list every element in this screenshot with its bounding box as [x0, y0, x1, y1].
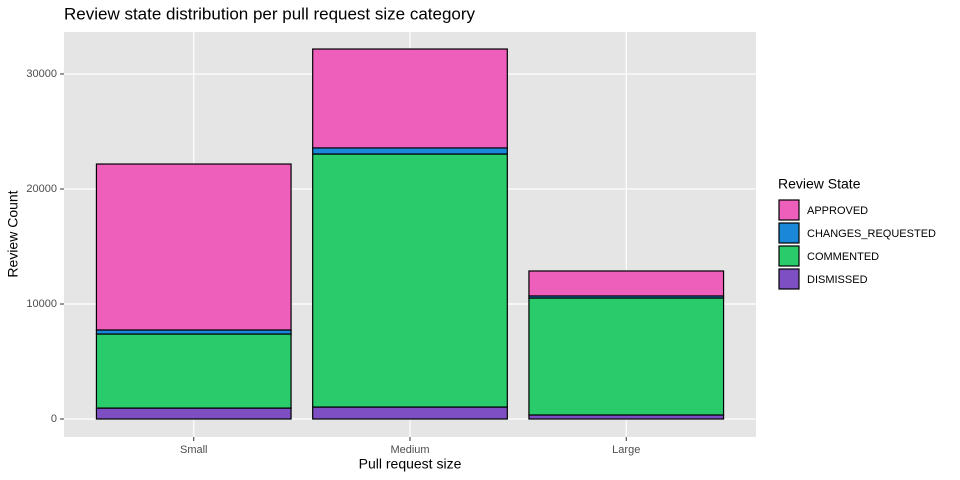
x-tick-label: Large: [612, 444, 640, 456]
legend-swatch: [778, 222, 800, 244]
bar-segment: [95, 333, 292, 409]
chart-title: Review state distribution per pull reque…: [64, 4, 476, 23]
x-axis-label: Pull request size: [359, 456, 462, 472]
legend-swatch: [778, 199, 800, 221]
bar-segment: [95, 163, 292, 331]
bar-segment: [95, 407, 292, 420]
y-axis-label: Review Count: [5, 190, 21, 277]
legend-swatch: [778, 245, 800, 267]
x-tick-label: Small: [180, 444, 208, 456]
bar-segment: [528, 297, 725, 416]
bar-segment: [528, 414, 725, 420]
y-tick-label: 10000: [26, 298, 57, 310]
legend-swatch: [778, 268, 800, 290]
y-tick-label: 30000: [26, 68, 57, 80]
legend-title: Review State: [778, 176, 861, 192]
bar-segment: [312, 153, 508, 408]
bar-segment: [312, 406, 508, 420]
legend-label: DISMISSED: [807, 274, 868, 286]
legend-label: COMMENTED: [807, 251, 879, 263]
y-tick-label: 20000: [26, 183, 57, 195]
bar-segment: [312, 147, 508, 155]
legend-label: CHANGES_REQUESTED: [807, 228, 936, 240]
bar-segment: [95, 329, 292, 335]
legend-label: APPROVED: [807, 205, 868, 217]
bar-segment: [312, 48, 508, 149]
y-tick-label: 0: [51, 413, 57, 425]
x-tick-label: Medium: [390, 444, 429, 456]
bar-segment: [528, 270, 725, 297]
